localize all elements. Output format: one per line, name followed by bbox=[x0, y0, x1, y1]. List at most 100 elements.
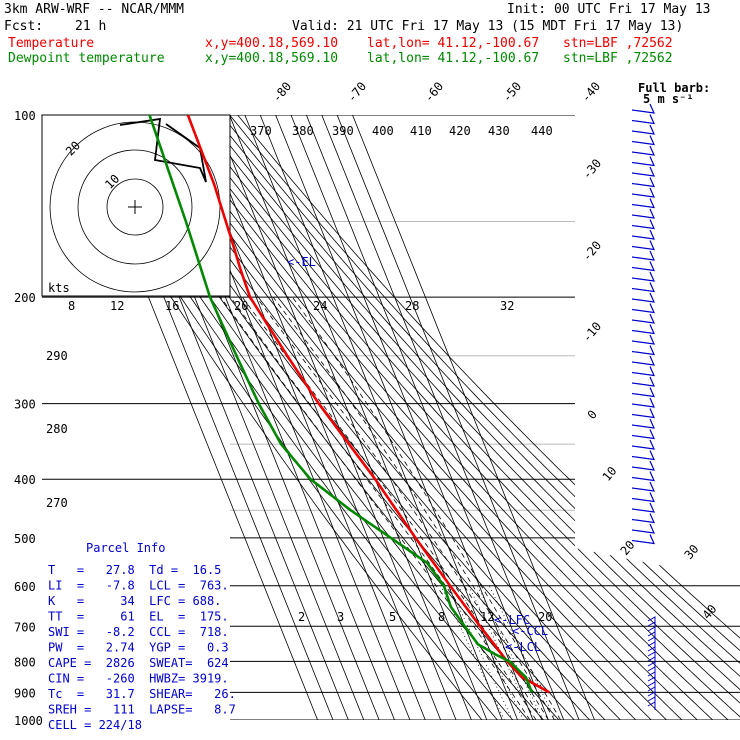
wind-barb bbox=[631, 418, 655, 429]
parcel-info-row: CIN = -260 HWBZ= 3919. bbox=[48, 672, 229, 686]
dry-adiabat bbox=[62, 115, 498, 720]
dry-adiabat bbox=[221, 115, 740, 720]
fcst-value: 21 h bbox=[75, 19, 107, 34]
isotherm-line bbox=[244, 115, 488, 720]
theta-label: 420 bbox=[449, 124, 471, 138]
moist-adiabat bbox=[220, 296, 531, 720]
wind-barb bbox=[631, 460, 655, 471]
dry-adiabat bbox=[165, 115, 698, 720]
wind-barb bbox=[631, 114, 655, 125]
wind-barb bbox=[631, 355, 655, 366]
theta-label: 280 bbox=[46, 422, 68, 436]
pressure-tick-label: 600 bbox=[14, 580, 36, 594]
parcel-info-panel bbox=[42, 536, 230, 720]
parcel-info-row: Tc = 31.7 SHEAR= 26. bbox=[48, 687, 236, 701]
dry-adiabat bbox=[189, 115, 740, 720]
wind-barb bbox=[631, 408, 655, 419]
theta-label: 400 bbox=[372, 124, 394, 138]
wind-scale-label: 28 bbox=[405, 299, 419, 313]
parcel-info-row: SREH = 111 LAPSE= 8.7 bbox=[48, 703, 236, 717]
wind-barb bbox=[631, 387, 655, 398]
parcel-info-row: SWI = -8.2 CCL = 718. bbox=[48, 625, 229, 639]
mixing-ratio-line bbox=[458, 585, 524, 720]
isotherm-label: -30 bbox=[580, 156, 605, 182]
temp-latlon: lat,lon= 41.12,-100.67 bbox=[367, 36, 540, 51]
dry-adiabat bbox=[197, 115, 740, 720]
wind-scale-label: 8 bbox=[68, 299, 75, 313]
wind-scale-label: 20 bbox=[234, 299, 248, 313]
wind-barb bbox=[631, 198, 655, 209]
isotherm-line bbox=[290, 115, 534, 720]
hodograph-ring bbox=[77, 149, 193, 265]
wind-barb bbox=[631, 324, 655, 335]
level-marker: <-LCL bbox=[505, 640, 541, 654]
pressure-tick-label: 1000 bbox=[14, 714, 43, 728]
wind-barb bbox=[631, 471, 655, 482]
wind-scale-label: 16 bbox=[165, 299, 179, 313]
theta-label: 390 bbox=[332, 124, 354, 138]
wind-barb bbox=[631, 271, 655, 282]
wind-barb bbox=[631, 366, 655, 377]
dry-adiabat bbox=[78, 115, 529, 720]
pressure-tick-label: 400 bbox=[14, 473, 36, 487]
dew-station: stn=LBF ,72562 bbox=[563, 51, 673, 66]
dewpoint-legend: Dewpoint temperature bbox=[8, 51, 165, 66]
dewpoint-profile-line bbox=[148, 114, 534, 693]
valid-time: Valid: 21 UTC Fri 17 May 13 (15 MDT Fri … bbox=[292, 19, 684, 34]
wind-barb bbox=[631, 292, 655, 303]
dry-adiabat bbox=[157, 115, 683, 720]
wind-barb bbox=[631, 439, 655, 450]
temperature-profile-line bbox=[186, 114, 550, 694]
wind-barb bbox=[631, 334, 655, 345]
pressure-tick-label: 500 bbox=[14, 532, 36, 546]
isotherm-label: 30 bbox=[682, 542, 702, 562]
isotherm-line bbox=[352, 115, 595, 720]
theta-label: 290 bbox=[46, 349, 68, 363]
wind-barb bbox=[631, 303, 655, 314]
temp-xy: x,y=400.18,569.10 bbox=[205, 36, 339, 51]
level-marker: <-CCL bbox=[512, 624, 548, 638]
wind-barb bbox=[631, 250, 655, 261]
dry-adiabat bbox=[54, 115, 483, 720]
mixing-ratio-line bbox=[488, 585, 556, 720]
pressure-tick-label: 300 bbox=[14, 398, 36, 412]
wind-barb bbox=[631, 229, 655, 240]
wind-barb bbox=[631, 313, 655, 324]
dry-adiabat bbox=[117, 115, 606, 720]
isotherm-label: -50 bbox=[500, 79, 525, 105]
wind-barb bbox=[631, 513, 655, 524]
dry-adiabat bbox=[133, 115, 637, 720]
isotherm-label: 10 bbox=[600, 464, 620, 484]
parcel-info-row: CELL = 224/18 bbox=[48, 718, 142, 732]
mixing-ratio-label: 3 bbox=[337, 610, 344, 624]
dry-adiabat bbox=[213, 115, 740, 720]
wind-barb bbox=[631, 166, 655, 177]
wind-barb bbox=[631, 219, 655, 230]
parcel-info-row: K = 34 LFC = 688. bbox=[48, 594, 221, 608]
mixing-ratio-label: 8 bbox=[438, 610, 445, 624]
isotherm-line bbox=[213, 115, 457, 720]
wind-barb bbox=[631, 502, 655, 513]
dry-adiabat bbox=[205, 115, 740, 720]
parcel-info-row: TT = 61 EL = 175. bbox=[48, 610, 229, 624]
wind-barb bbox=[631, 208, 655, 219]
dry-adiabat bbox=[70, 115, 514, 720]
theta-label: 430 bbox=[488, 124, 510, 138]
dry-adiabat bbox=[173, 115, 714, 720]
isotherm-line bbox=[259, 115, 503, 720]
dry-adiabat bbox=[237, 115, 740, 720]
dry-adiabat bbox=[85, 115, 544, 720]
dry-adiabat bbox=[149, 115, 667, 720]
theta-label: 270 bbox=[46, 496, 68, 510]
pressure-tick-label: 900 bbox=[14, 686, 36, 700]
dew-latlon: lat,lon= 41.12,-100.67 bbox=[367, 51, 540, 66]
mixing-ratio-label: 12 bbox=[480, 610, 494, 624]
wind-barb bbox=[631, 156, 655, 167]
wind-barb bbox=[631, 145, 655, 156]
wind-barb bbox=[631, 492, 655, 503]
dry-adiabat bbox=[125, 115, 621, 720]
isotherm-label: -10 bbox=[580, 319, 605, 345]
temperature-legend: Temperature bbox=[8, 36, 95, 51]
wind-scale-label: 32 bbox=[500, 299, 514, 313]
